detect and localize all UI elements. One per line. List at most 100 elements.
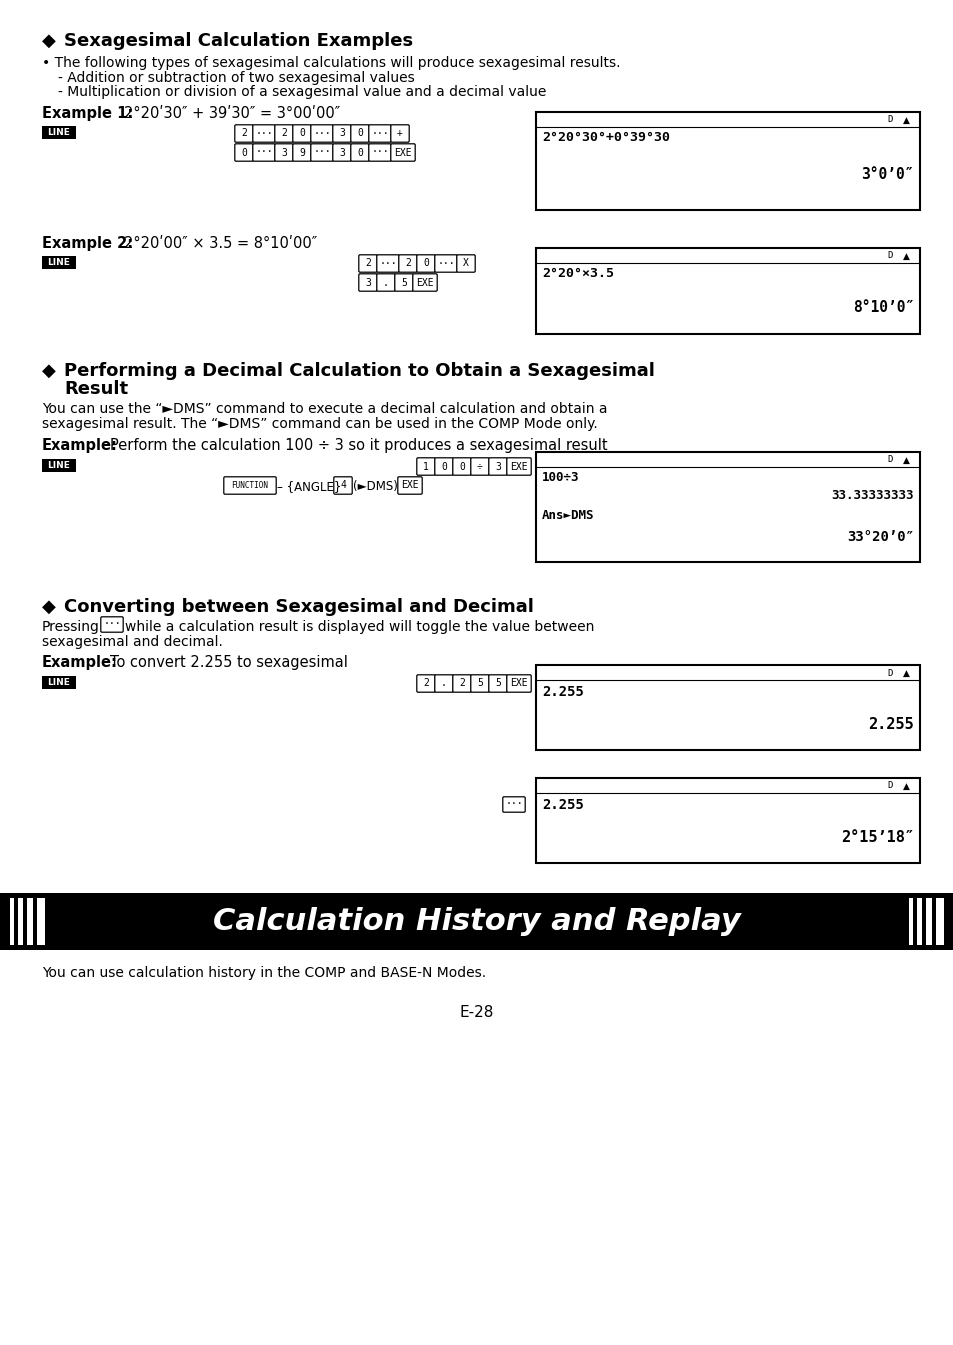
Text: To convert 2.255 to sexagesimal: To convert 2.255 to sexagesimal [110,655,348,670]
Text: 2: 2 [405,258,411,269]
Text: ▲: ▲ [902,252,908,261]
FancyBboxPatch shape [293,125,311,143]
FancyBboxPatch shape [311,144,333,161]
FancyBboxPatch shape [358,254,376,272]
FancyBboxPatch shape [351,144,369,161]
Bar [536,452,919,562]
FancyBboxPatch shape [274,144,293,161]
Text: Performing a Decimal Calculation to Obtain a Sexagesimal: Performing a Decimal Calculation to Obta… [64,362,654,381]
Text: 2: 2 [281,129,287,139]
Bar [536,247,919,334]
Text: 1: 1 [422,461,429,472]
Text: D: D [886,116,892,125]
Text: 5: 5 [400,277,407,288]
Text: 3: 3 [338,129,345,139]
Text: 4: 4 [339,480,346,491]
Text: .: . [383,277,389,288]
Text: EXE: EXE [394,148,412,157]
Text: 3: 3 [281,148,287,157]
Text: Converting between Sexagesimal and Decimal: Converting between Sexagesimal and Decim… [64,599,534,616]
FancyBboxPatch shape [435,254,456,272]
Text: 5: 5 [495,678,500,689]
Text: D: D [886,252,892,261]
Text: .: . [440,678,446,689]
FancyBboxPatch shape [274,125,293,143]
Bar [42,256,76,269]
Text: X: X [462,258,469,269]
Text: ◆: ◆ [42,599,56,616]
Text: 3: 3 [365,277,371,288]
FancyBboxPatch shape [453,675,471,693]
FancyBboxPatch shape [398,254,416,272]
FancyBboxPatch shape [333,144,351,161]
FancyBboxPatch shape [234,144,253,161]
Text: 0: 0 [440,461,446,472]
FancyBboxPatch shape [413,274,436,292]
Bar [42,459,76,472]
Text: D: D [886,781,892,791]
Bar [536,664,919,751]
Text: ···: ··· [378,258,396,269]
FancyBboxPatch shape [456,254,475,272]
Text: Perform the calculation 100 ÷ 3 so it produces a sexagesimal result: Perform the calculation 100 ÷ 3 so it pr… [110,438,607,453]
Text: 100÷3: 100÷3 [541,471,578,484]
Text: 2: 2 [422,678,429,689]
Text: 2: 2 [365,258,371,269]
Text: 2°20ʹ30″ + 39ʹ30″ = 3°00ʹ00″: 2°20ʹ30″ + 39ʹ30″ = 3°00ʹ00″ [124,106,340,121]
Bar [10,898,14,946]
Text: 0: 0 [298,129,305,139]
Text: 2: 2 [458,678,464,689]
Text: while a calculation result is displayed will toggle the value between: while a calculation result is displayed … [125,620,594,633]
Bar [42,677,76,689]
FancyBboxPatch shape [293,144,311,161]
FancyBboxPatch shape [471,675,489,693]
Text: ◆: ◆ [42,362,56,381]
Text: 2°20°×3.5: 2°20°×3.5 [541,268,614,280]
FancyBboxPatch shape [376,274,395,292]
Text: 0: 0 [356,129,362,139]
Bar [536,112,919,210]
Text: ···: ··· [505,799,522,810]
Text: EXE: EXE [401,480,418,491]
Text: Pressing: Pressing [42,620,100,633]
Text: 3: 3 [495,461,500,472]
Text: sexagesimal result. The “►DMS” command can be used in the COMP Mode only.: sexagesimal result. The “►DMS” command c… [42,417,598,430]
Text: ···: ··· [313,148,331,157]
Text: Result: Result [64,381,128,398]
Text: ▲: ▲ [902,456,908,464]
Text: • The following types of sexagesimal calculations will produce sexagesimal resul: • The following types of sexagesimal cal… [42,56,619,70]
Text: E-28: E-28 [459,1005,494,1020]
Text: – {ANGLE}: – {ANGLE} [276,480,341,494]
Text: 2.255: 2.255 [541,798,583,812]
Text: EXE: EXE [416,277,434,288]
FancyBboxPatch shape [395,274,413,292]
FancyBboxPatch shape [351,125,369,143]
FancyBboxPatch shape [506,675,531,693]
Text: ▲: ▲ [902,116,908,125]
Text: EXE: EXE [510,678,527,689]
Text: ···: ··· [254,148,273,157]
Bar [536,777,919,863]
FancyBboxPatch shape [416,457,435,475]
FancyBboxPatch shape [369,144,391,161]
Text: ▲: ▲ [902,668,908,678]
Text: LINE: LINE [48,461,71,469]
Text: EXE: EXE [510,461,527,472]
FancyBboxPatch shape [376,254,398,272]
Text: ···: ··· [103,620,121,629]
FancyBboxPatch shape [488,457,507,475]
Text: Example:: Example: [42,438,118,453]
Text: ···: ··· [313,129,331,139]
Text: Example 2:: Example 2: [42,235,133,252]
Bar [925,898,931,946]
Text: 2.255: 2.255 [541,685,583,699]
FancyBboxPatch shape [416,254,435,272]
FancyBboxPatch shape [333,125,351,143]
Text: Example:: Example: [42,655,118,670]
Text: LINE: LINE [48,258,71,268]
Text: 3: 3 [338,148,345,157]
Bar [935,898,943,946]
FancyBboxPatch shape [471,457,489,475]
Text: FUNCTION: FUNCTION [232,482,268,490]
Text: 0: 0 [241,148,247,157]
